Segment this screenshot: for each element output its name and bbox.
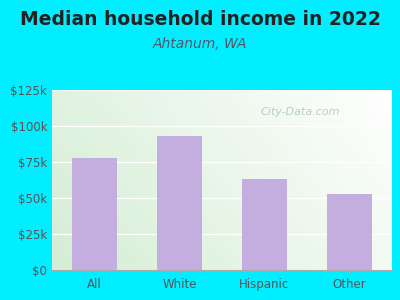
- Text: City-Data.com: City-Data.com: [260, 106, 340, 117]
- Text: Ahtanum, WA: Ahtanum, WA: [153, 37, 247, 50]
- Bar: [327, 194, 372, 270]
- Bar: [158, 136, 202, 270]
- Text: Median household income in 2022: Median household income in 2022: [20, 10, 380, 29]
- Bar: [72, 158, 117, 270]
- Bar: [242, 179, 286, 270]
